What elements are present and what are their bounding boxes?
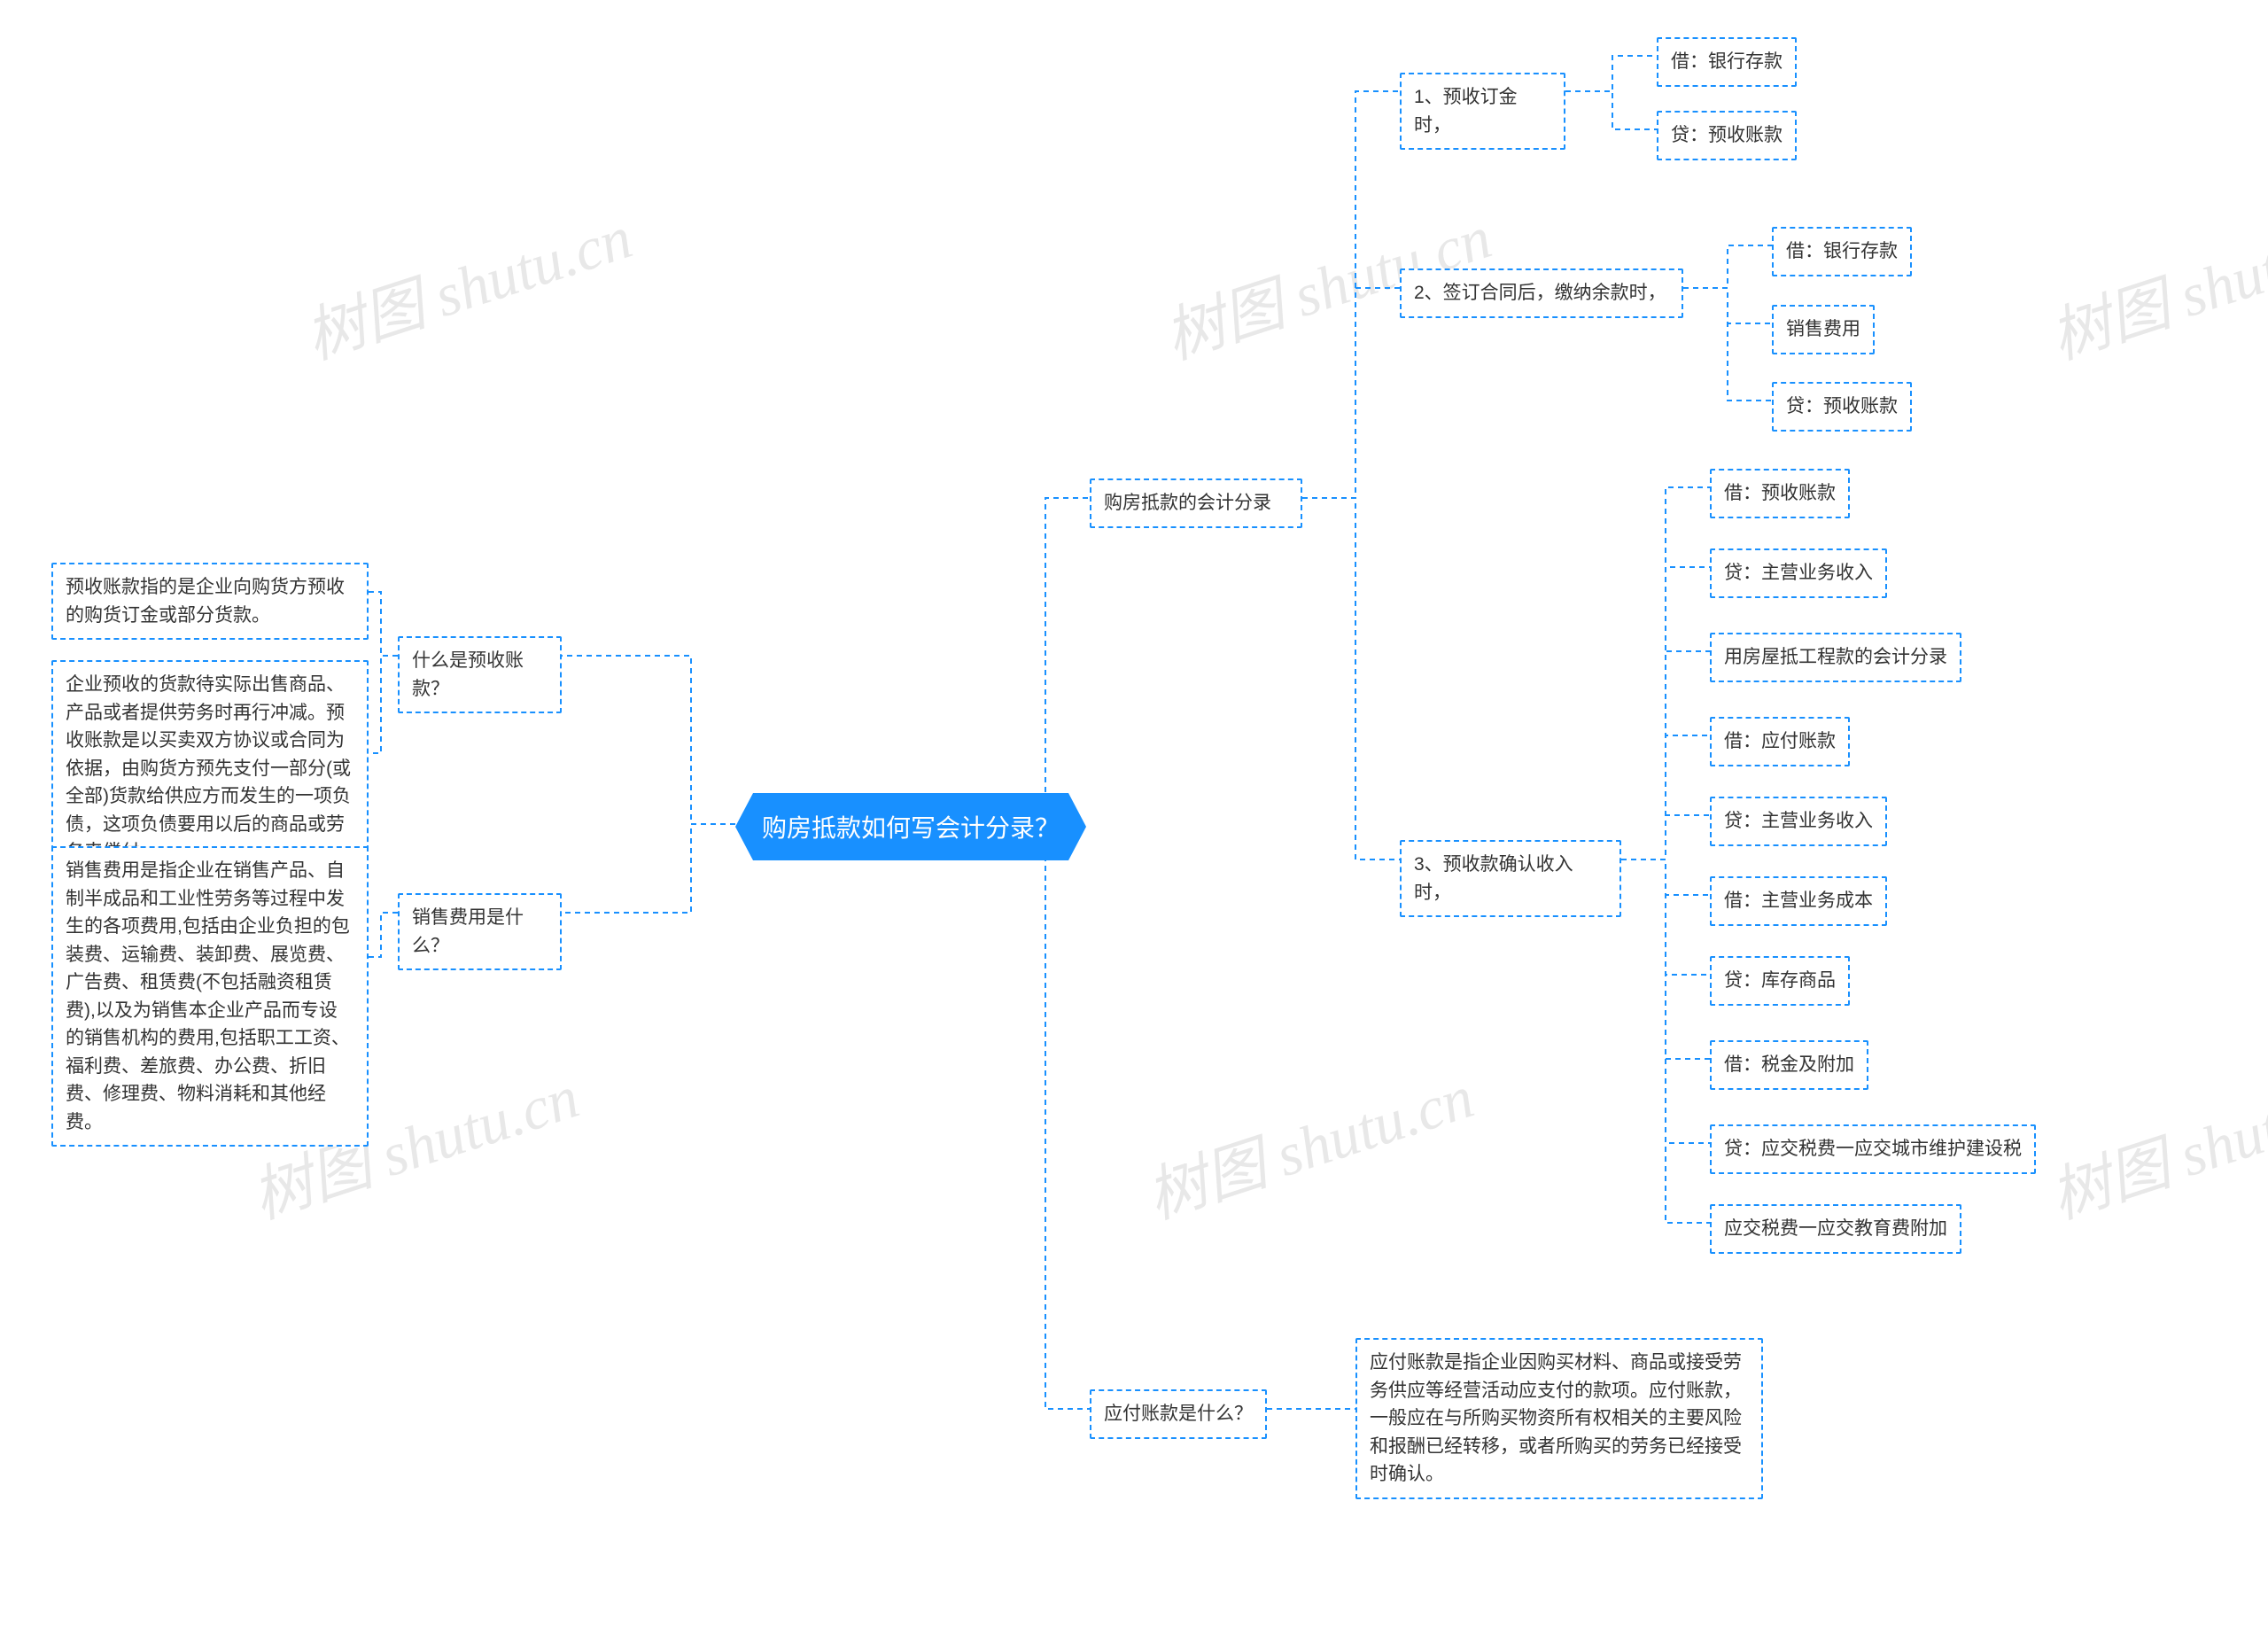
leaf: 应交税费一应交教育费附加	[1710, 1204, 1961, 1254]
leaf: 用房屋抵工程款的会计分录	[1710, 633, 1961, 682]
leaf-selling-def: 销售费用是指企业在销售产品、自制半成品和工业性劳务等过程中发生的各项费用,包括由…	[51, 846, 369, 1147]
sub-contract: 2、签订合同后，缴纳余款时，	[1400, 268, 1683, 318]
leaf-payables-def: 应付账款是指企业因购买材料、商品或接受劳务供应等经营活动应支付的款项。应付账款，…	[1355, 1338, 1763, 1499]
leaf: 贷：应交税费一应交城市维护建设税	[1710, 1124, 2036, 1174]
leaf: 借：银行存款	[1772, 227, 1912, 276]
leaf: 贷：主营业务收入	[1710, 548, 1887, 598]
leaf: 借：税金及附加	[1710, 1040, 1868, 1090]
leaf-advance-def2: 企业预收的货款待实际出售商品、产品或者提供劳务时再行冲减。预收账款是以买卖双方协…	[51, 660, 369, 877]
branch-entries: 购房抵款的会计分录	[1090, 478, 1302, 528]
leaf-advance-def1: 预收账款指的是企业向购货方预收的购货订金或部分货款。	[51, 563, 369, 640]
leaf: 借：银行存款	[1657, 37, 1797, 87]
leaf: 贷：预收账款	[1657, 111, 1797, 160]
leaf: 销售费用	[1772, 305, 1875, 354]
root-node: 购房抵款如何写会计分录？	[735, 793, 1086, 860]
leaf: 贷：预收账款	[1772, 382, 1912, 432]
watermark: 树图 shutu.cn	[292, 188, 641, 376]
branch-payables: 应付账款是什么？	[1090, 1389, 1267, 1439]
watermark: 树图 shutu.cn	[2038, 188, 2268, 376]
leaf: 借：主营业务成本	[1710, 876, 1887, 926]
leaf: 借：应付账款	[1710, 717, 1850, 766]
sub-deposit: 1、预收订金时，	[1400, 73, 1565, 150]
leaf: 借：预收账款	[1710, 469, 1850, 518]
leaf: 贷：主营业务收入	[1710, 797, 1887, 846]
sub-confirm: 3、预收款确认收入时，	[1400, 840, 1621, 917]
watermark: 树图 shutu.cn	[1134, 1047, 1482, 1235]
branch-advance-receipts: 什么是预收账款？	[398, 636, 562, 713]
leaf: 贷：库存商品	[1710, 956, 1850, 1006]
branch-selling-expenses: 销售费用是什么？	[398, 893, 562, 970]
watermark: 树图 shutu.cn	[2038, 1047, 2268, 1235]
